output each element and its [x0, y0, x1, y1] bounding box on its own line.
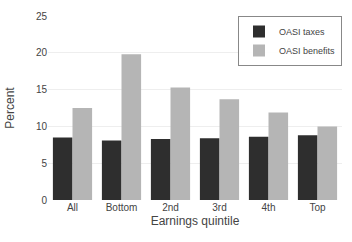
svg-text:3rd: 3rd [212, 202, 226, 213]
svg-text:25: 25 [36, 11, 48, 22]
svg-text:2nd: 2nd [162, 202, 179, 213]
svg-text:Bottom: Bottom [106, 202, 138, 213]
svg-text:OASI benefits: OASI benefits [279, 46, 335, 56]
svg-text:5: 5 [41, 158, 47, 169]
svg-text:Top: Top [309, 202, 326, 213]
svg-text:15: 15 [36, 84, 48, 95]
svg-text:OASI taxes: OASI taxes [279, 27, 325, 37]
svg-text:20: 20 [36, 47, 48, 58]
svg-text:4th: 4th [262, 202, 276, 213]
svg-text:0: 0 [41, 195, 47, 206]
svg-text:Percent: Percent [3, 87, 17, 129]
svg-text:All: All [67, 202, 78, 213]
svg-text:10: 10 [36, 121, 48, 132]
svg-text:Earnings quintile: Earnings quintile [151, 214, 240, 228]
